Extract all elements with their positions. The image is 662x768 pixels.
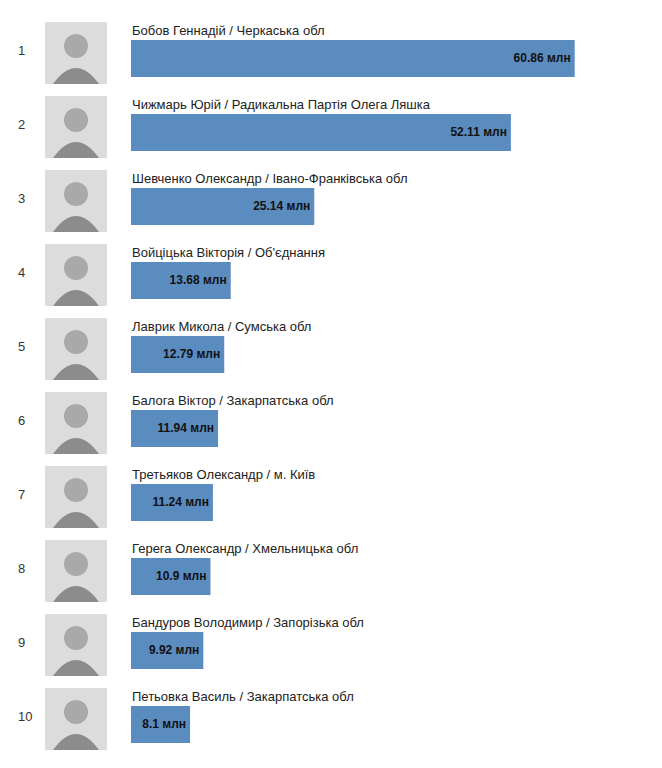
- svg-text:Петьовка Василь / Закарпатська: Петьовка Василь / Закарпатська обл: [132, 689, 354, 704]
- svg-text:10: 10: [18, 709, 32, 724]
- svg-text:Чижмарь Юрій / Радикальна Парт: Чижмарь Юрій / Радикальна Партія Олега Л…: [132, 97, 431, 112]
- svg-text:2: 2: [18, 117, 25, 132]
- svg-text:9: 9: [18, 635, 25, 650]
- svg-text:Бандуров Володимир / Запорізьк: Бандуров Володимир / Запорізька обл: [132, 615, 364, 630]
- svg-text:60.86 млн: 60.86 млн: [514, 51, 571, 65]
- svg-text:10.9 млн: 10.9 млн: [156, 569, 206, 583]
- svg-text:9.92 млн: 9.92 млн: [149, 643, 199, 657]
- svg-text:52.11 млн: 52.11 млн: [450, 125, 506, 139]
- svg-text:5: 5: [18, 339, 25, 354]
- svg-text:25.14 млн: 25.14 млн: [253, 199, 310, 213]
- svg-text:11.94 млн: 11.94 млн: [158, 421, 214, 435]
- svg-text:Шевченко Олександр / Івано-Фра: Шевченко Олександр / Івано-Франківська о…: [132, 171, 407, 186]
- svg-text:13.68 млн: 13.68 млн: [170, 273, 227, 287]
- svg-text:Третьяков Олександр / м. Київ: Третьяков Олександр / м. Київ: [132, 467, 315, 482]
- svg-text:7: 7: [18, 487, 25, 502]
- svg-text:Бобов Геннадій / Черкаська обл: Бобов Геннадій / Черкаська обл: [132, 23, 325, 38]
- svg-text:8.1 млн: 8.1 млн: [142, 717, 186, 731]
- svg-text:1: 1: [18, 43, 25, 58]
- svg-text:Балога Віктор / Закарпатська о: Балога Віктор / Закарпатська обл: [132, 393, 334, 408]
- svg-text:6: 6: [18, 413, 25, 428]
- svg-text:3: 3: [18, 191, 25, 206]
- svg-text:4: 4: [18, 265, 25, 280]
- svg-text:12.79 млн: 12.79 млн: [163, 347, 220, 361]
- svg-text:8: 8: [18, 561, 25, 576]
- svg-text:Герега Олександр / Хмельницька: Герега Олександр / Хмельницька обл: [132, 541, 358, 556]
- svg-text:Лаврик Микола / Сумська обл: Лаврик Микола / Сумська обл: [132, 319, 311, 334]
- svg-text:11.24 млн: 11.24 млн: [152, 495, 208, 509]
- svg-text:Войціцька Вікторія / Об'єднанн: Войціцька Вікторія / Об'єднання: [132, 245, 325, 260]
